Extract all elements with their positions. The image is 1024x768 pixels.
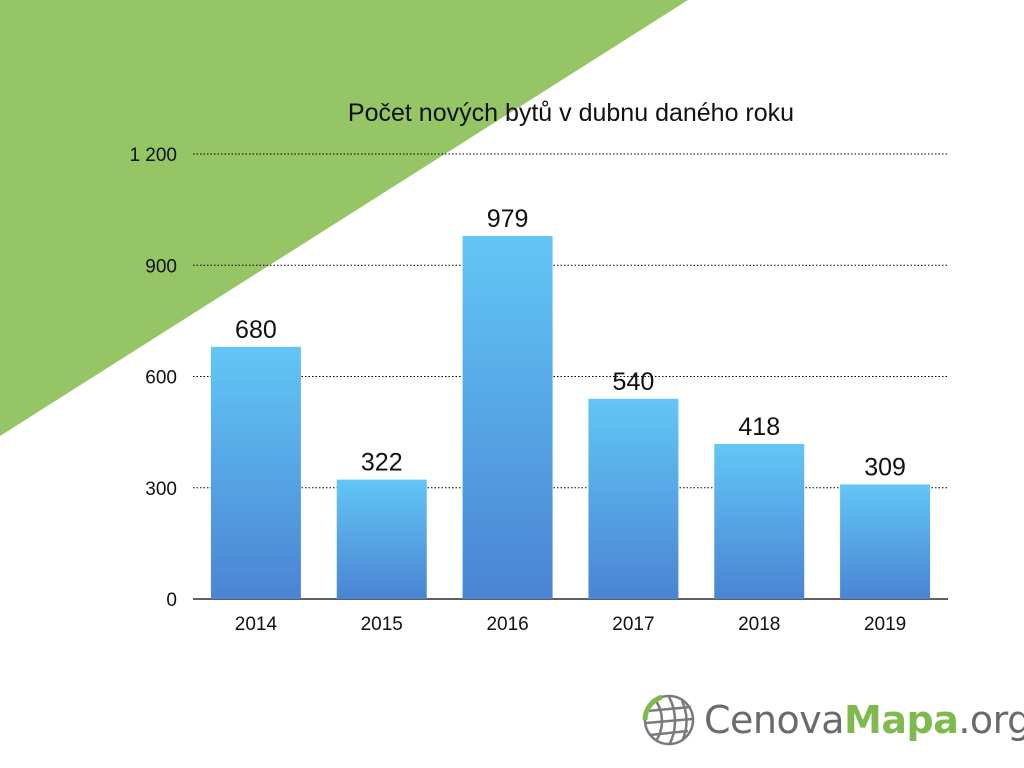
bar-2015 xyxy=(336,479,427,599)
chart-title: Počet nových bytů v dubnu daného roku xyxy=(348,99,794,127)
y-tick-label: 0 xyxy=(166,590,177,611)
bar-2016 xyxy=(462,235,553,599)
logo-text-cenova: Cenova xyxy=(704,698,845,742)
x-tick-label: 2014 xyxy=(235,614,278,635)
y-tick-label: 900 xyxy=(145,256,177,277)
y-tick-label: 1 200 xyxy=(129,145,177,166)
data-label: 540 xyxy=(613,368,655,396)
bar-2018 xyxy=(714,443,805,599)
x-tick-label: 2017 xyxy=(612,614,654,635)
background-accent-triangle xyxy=(0,0,688,436)
bar-2017 xyxy=(588,398,679,599)
data-label: 418 xyxy=(738,413,780,441)
logo-text-mapa: Mapa xyxy=(844,698,959,742)
bar-2014 xyxy=(210,346,301,599)
y-tick-label: 300 xyxy=(145,479,177,500)
logo-text-org: .org xyxy=(958,698,1024,742)
logo-wordmark: CenovaMapa.org xyxy=(704,698,1024,742)
x-tick-label: 2016 xyxy=(486,614,528,635)
y-tick-label: 600 xyxy=(145,368,177,389)
x-tick-label: 2015 xyxy=(361,614,403,635)
data-label: 680 xyxy=(235,316,277,344)
x-tick-label: 2019 xyxy=(864,614,906,635)
bar-2019 xyxy=(840,484,931,599)
x-tick-label: 2018 xyxy=(738,614,780,635)
cenovamapa-logo: CenovaMapa.org xyxy=(642,688,1024,752)
globe-icon xyxy=(642,694,695,746)
data-label: 322 xyxy=(361,449,403,477)
data-label: 979 xyxy=(487,205,529,233)
data-label: 309 xyxy=(864,453,906,481)
